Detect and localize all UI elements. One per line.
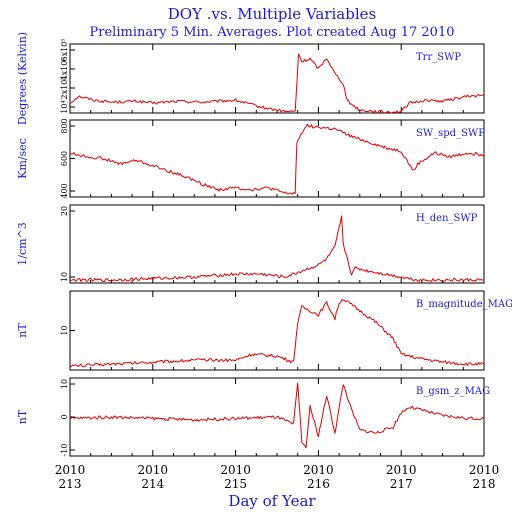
- series-label: H_den_SWP: [416, 213, 478, 224]
- series-label: B_gsm_z_MAG: [416, 386, 490, 397]
- y-tick-label: 4x10⁵: [60, 58, 69, 81]
- x-tick-doy: 215: [224, 477, 247, 491]
- x-axis-label: Day of Year: [228, 492, 316, 510]
- x-tick-year: 2010: [386, 463, 417, 477]
- x-tick-year: 2010: [469, 463, 500, 477]
- y-tick-label: 600: [60, 151, 69, 166]
- panel-4: 10 nT B_magnitude_MAG: [16, 290, 512, 371]
- chart-subtitle: Preliminary 5 Min. Averages. Plot create…: [90, 25, 455, 40]
- y-tick-label: 10⁴: [60, 100, 69, 113]
- y-tick-label: 10: [60, 379, 69, 389]
- x-tick-doy: 216: [307, 477, 330, 491]
- y-axis-label: Degrees (Kelvin): [16, 32, 29, 125]
- series-line: [69, 215, 485, 283]
- y-tick-label: 800: [60, 118, 69, 133]
- x-tick-doy: 213: [59, 477, 82, 491]
- panel-3: 10 20 1/cm^3 H_den_SWP: [16, 204, 485, 284]
- x-tick-doy: 218: [473, 477, 496, 491]
- y-tick-label: 10: [60, 272, 69, 282]
- x-tick-year: 2010: [303, 463, 334, 477]
- x-tick-labels: 2010213201021420102152010216201021720102…: [55, 463, 500, 491]
- y-axis-label: Km/sec: [16, 138, 29, 179]
- y-tick-label: 400: [60, 183, 69, 198]
- series-label: Trr_SWP: [416, 52, 461, 63]
- series-line: [69, 123, 485, 195]
- x-tick-year: 2010: [55, 463, 86, 477]
- y-tick-label: 20: [60, 206, 69, 216]
- x-tick-year: 2010: [138, 463, 169, 477]
- y-tick-label: 2x10⁵: [60, 77, 69, 100]
- y-tick-label: -10: [60, 444, 69, 457]
- series-line: [69, 299, 485, 368]
- x-tick-doy: 217: [390, 477, 413, 491]
- series-line: [69, 382, 485, 449]
- y-axis-label: 1/cm^3: [16, 222, 29, 266]
- series-label: B_magnitude_MAG: [416, 299, 512, 310]
- y-tick-label: 6x10⁵: [60, 39, 69, 62]
- series-label: SW_spd_SWP: [416, 128, 485, 139]
- panel-5: -10 0 10 nT B_gsm_z_MAG: [16, 377, 490, 457]
- chart-title: DOY .vs. Multiple Variables: [168, 5, 376, 23]
- x-tick-doy: 214: [141, 477, 164, 491]
- y-tick-label: 0: [60, 414, 69, 419]
- panel-2: 400 600 800 Km/sec SW_spd_SWP: [16, 118, 485, 198]
- x-tick-year: 2010: [220, 463, 251, 477]
- y-axis-label: nT: [16, 323, 29, 338]
- y-axis-label: nT: [16, 409, 29, 424]
- y-tick-label: 10: [60, 325, 69, 335]
- series-line: [69, 53, 485, 114]
